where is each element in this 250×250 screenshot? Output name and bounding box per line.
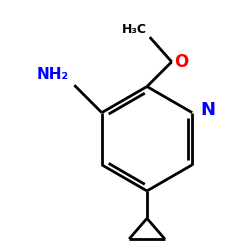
Text: NH₂: NH₂ bbox=[37, 68, 69, 82]
Text: H₃C: H₃C bbox=[122, 23, 147, 36]
Text: N: N bbox=[200, 101, 216, 119]
Text: O: O bbox=[174, 53, 189, 71]
